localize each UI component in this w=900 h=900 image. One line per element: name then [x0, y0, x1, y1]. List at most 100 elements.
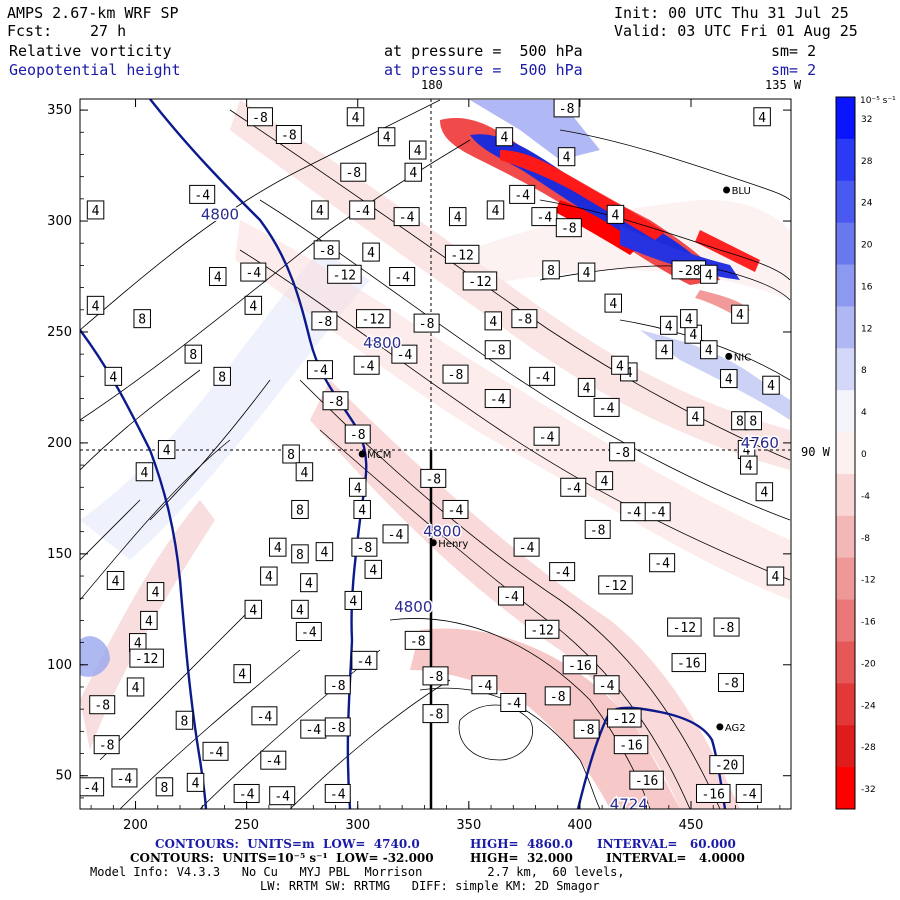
vorticity-contour-label: 4 [484, 311, 503, 331]
vorticity-contour-label: 8 [184, 344, 203, 364]
vorticity-contour-label: -4 [649, 553, 676, 573]
svg-text:-8: -8 [428, 670, 444, 685]
colorbar-tick-label: -20 [861, 659, 876, 669]
vorticity-contour-label: 8 [155, 777, 174, 797]
colorbar: 32 28 24 20 16 12 8 4 0 -4 -8 -12 -16 -20 -24 -28 -32 [835, 96, 876, 810]
svg-text:4: 4 [743, 444, 751, 459]
vorticity-contour-label: 4 [753, 107, 771, 127]
colorbar-swatch [836, 222, 855, 266]
vorticity-contour-label: -16 [671, 653, 707, 673]
svg-text:-4: -4 [354, 204, 370, 219]
svg-text:-12: -12 [135, 652, 158, 667]
svg-text:-4: -4 [399, 211, 415, 226]
svg-text:-12: -12 [530, 623, 553, 638]
vorticity-contour-label: 4 [604, 293, 622, 313]
svg-text:4: 4 [760, 486, 768, 501]
vorticity-contour-label: -8 [544, 686, 571, 706]
vorticity-contour-label: -4 [389, 267, 416, 286]
svg-text:-4: -4 [194, 188, 210, 203]
colorbar-tick-label: 16 [861, 282, 873, 292]
svg-text:-4: -4 [534, 370, 550, 385]
svg-text:4: 4 [767, 379, 775, 394]
vorticity-contour-label: 4 [353, 499, 371, 519]
svg-text:4: 4 [745, 459, 753, 474]
svg-text:8: 8 [736, 415, 744, 430]
vorticity-contour-label: 4 [740, 455, 758, 475]
svg-text:-12: -12 [333, 268, 356, 283]
svg-text:4: 4 [454, 211, 462, 226]
y-tick-label: 300 [47, 214, 72, 229]
svg-text:-8: -8 [252, 111, 268, 126]
vorticity-contour-label: 4 [344, 590, 363, 610]
svg-text:-4: -4 [257, 710, 273, 725]
height-contour-label: 4800 [201, 205, 239, 223]
svg-text:4: 4 [583, 381, 591, 396]
svg-text:8: 8 [296, 548, 304, 563]
svg-text:-4: -4 [477, 679, 493, 694]
svg-text:4: 4 [689, 328, 697, 343]
svg-text:4: 4 [265, 570, 273, 585]
svg-text:4: 4 [367, 246, 375, 261]
height-contour-info-b: HIGH= 4860.0 [470, 837, 573, 851]
vorticity-contour-label: 4 [486, 200, 505, 220]
vorticity-contour-label: 4 [495, 127, 514, 147]
svg-text:4: 4 [692, 410, 700, 425]
vorticity-contour-label: -4 [531, 207, 558, 227]
svg-text:-8: -8 [281, 129, 297, 144]
station-marker [725, 352, 733, 360]
x-tick-label: 350 [456, 818, 481, 833]
svg-text:4: 4 [214, 271, 222, 286]
colorbar-swatch [836, 97, 855, 140]
svg-text:-4: -4 [490, 393, 506, 408]
vorticity-contour-label: 4 [348, 477, 367, 497]
vorticity-contour-label: -4 [471, 675, 498, 695]
station-marker [429, 539, 437, 547]
vorticity-contour-label: 4 [260, 566, 278, 586]
vorticity-contour-label: 4 [300, 573, 318, 593]
top-longitude-180: 180 [421, 78, 443, 92]
svg-text:4: 4 [132, 681, 140, 696]
vorticity-contour-label: -8 [422, 704, 449, 724]
vorticity-contour-label: -8 [713, 617, 740, 637]
vorticity-contour-label: -8 [511, 309, 538, 329]
svg-text:4: 4 [349, 594, 357, 609]
svg-text:4: 4 [660, 344, 668, 359]
svg-text:-8: -8 [330, 679, 346, 694]
vorticity-contour-label: -12 [598, 575, 633, 595]
vorticity-contour-label: -12 [462, 271, 498, 291]
svg-text:-8: -8 [579, 723, 595, 738]
vorticity-contour-label: -4 [509, 184, 536, 204]
vorticity-contour-label: -8 [584, 519, 611, 539]
vorticity-contour-label: -8 [404, 630, 431, 650]
svg-text:8: 8 [189, 348, 197, 363]
vorticity-contour-label: -4 [593, 397, 620, 417]
svg-text:-4: -4 [301, 626, 317, 641]
field2-smoothing: sm= 2 [771, 61, 817, 79]
vorticity-contour-label: -8 [93, 735, 120, 755]
vorticity-contour-label: 4 [660, 315, 678, 335]
svg-text:4: 4 [354, 481, 362, 496]
svg-text:-8: -8 [559, 102, 575, 117]
vorticity-contour-label: -4 [529, 366, 556, 386]
colorbar-tick-label: 8 [861, 366, 867, 376]
vorticity-contour-label: -4 [80, 777, 105, 797]
vorticity-contour-label: 4 [595, 471, 614, 491]
vorticity-contour-label: -4 [349, 200, 376, 220]
svg-text:4: 4 [305, 577, 313, 592]
vorticity-contour-label: 4 [577, 377, 596, 397]
colorbar-tick-label: -32 [861, 785, 876, 795]
svg-text:4: 4 [492, 204, 500, 219]
vorticity-contour-label: -4 [189, 184, 216, 204]
vorticity-contour-label: -4 [533, 426, 560, 446]
svg-text:4: 4 [736, 308, 744, 323]
vorticity-contour-label: -4 [498, 586, 525, 606]
vorticity-contour-label: -4 [324, 783, 351, 803]
colorbar-frame [835, 96, 856, 810]
vorticity-contour-label: 4 [346, 107, 365, 127]
colorbar-swatch [836, 599, 855, 642]
svg-text:-8: -8 [350, 428, 366, 443]
colorbar-tick-label: 24 [861, 199, 873, 209]
height-label-layer: 4800 4800 4800 4800 4760 4724 [199, 204, 780, 809]
